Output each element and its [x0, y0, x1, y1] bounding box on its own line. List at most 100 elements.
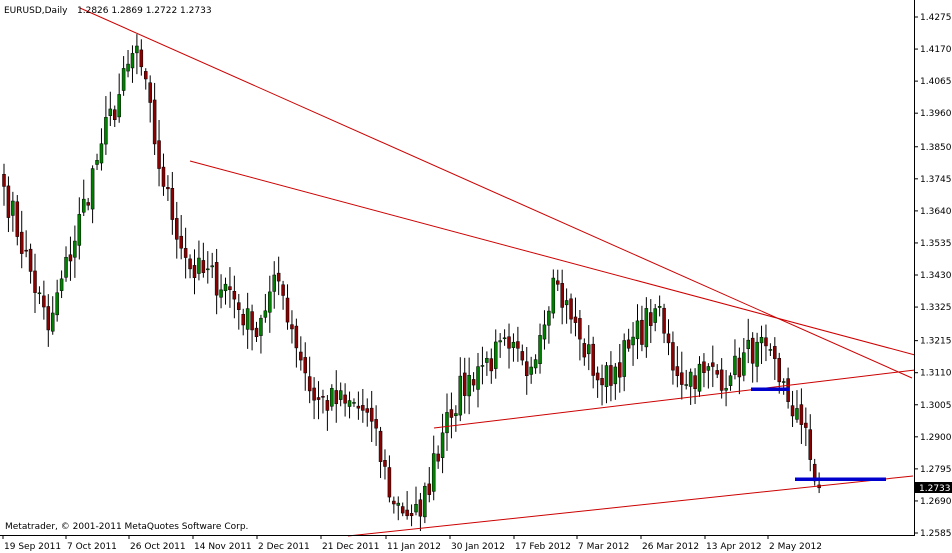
candle — [139, 39, 144, 76]
candle — [214, 248, 219, 315]
candle — [228, 267, 232, 308]
candle — [166, 175, 170, 201]
candle — [334, 370, 338, 423]
candle — [697, 356, 702, 397]
copyright-footer: Metatrader, © 2001-2011 MetaQuotes Softw… — [5, 522, 248, 532]
candle — [587, 325, 591, 371]
y-tick-label: 1.4275 — [920, 13, 952, 23]
candle — [33, 253, 37, 314]
candle — [108, 91, 113, 127]
candle — [42, 280, 46, 320]
candle — [551, 269, 556, 319]
candle — [423, 482, 427, 524]
candle — [489, 348, 494, 384]
candle — [104, 96, 108, 155]
trendline — [347, 475, 914, 537]
candle — [73, 225, 77, 278]
candle — [365, 398, 370, 427]
candle — [369, 390, 374, 442]
y-tick-label: 1.3640 — [920, 207, 952, 217]
candle — [688, 368, 693, 405]
candle — [560, 269, 564, 325]
candle — [715, 364, 719, 379]
x-tick-label: 26 Mar 2012 — [642, 542, 699, 552]
candle — [462, 357, 467, 414]
candle — [201, 242, 206, 278]
candle — [77, 197, 82, 260]
candle — [55, 279, 59, 322]
candle — [121, 56, 126, 96]
candle — [343, 383, 347, 417]
candle — [547, 306, 551, 344]
support-marks-layer — [751, 387, 886, 481]
candle — [680, 351, 684, 400]
x-tick-label: 21 Dec 2011 — [322, 542, 380, 552]
y-tick-label: 1.3215 — [920, 337, 952, 347]
candle — [188, 254, 192, 279]
candle — [352, 398, 356, 407]
candle — [604, 361, 609, 404]
x-tick-label: 2 May 2012 — [769, 542, 822, 552]
candle — [383, 449, 387, 480]
candle — [281, 280, 285, 310]
candle — [117, 73, 121, 123]
x-tick-label: 7 Oct 2011 — [67, 542, 117, 552]
candle — [99, 128, 104, 171]
candle — [657, 295, 662, 317]
candle — [662, 303, 666, 344]
candle — [330, 384, 334, 411]
candle — [768, 343, 773, 356]
candle — [476, 352, 480, 408]
candle — [719, 358, 724, 399]
candle — [799, 388, 804, 444]
y-tick-label: 1.2900 — [920, 433, 952, 443]
candle — [400, 502, 405, 517]
candle — [268, 275, 272, 333]
candle — [192, 249, 197, 295]
candle — [524, 346, 529, 395]
candle — [564, 288, 569, 324]
candle — [538, 323, 542, 374]
candle — [285, 284, 290, 330]
candle — [635, 304, 640, 360]
y-tick-label: 1.2690 — [920, 497, 952, 507]
candle — [245, 292, 250, 349]
trendline — [189, 160, 916, 356]
candle — [157, 119, 161, 187]
candle — [361, 388, 365, 423]
candle — [613, 363, 618, 400]
x-tick-label: 17 Feb 2012 — [515, 542, 571, 552]
candle — [68, 236, 73, 281]
candle — [569, 293, 573, 334]
candle — [307, 356, 312, 404]
y-tick-label: 1.3960 — [920, 109, 952, 119]
candle — [693, 368, 697, 405]
candle — [737, 347, 742, 395]
candle — [392, 496, 396, 514]
candle — [325, 395, 330, 431]
candle — [582, 338, 587, 366]
candle — [631, 322, 635, 366]
candle — [795, 390, 799, 423]
candle — [644, 297, 649, 358]
candle — [414, 486, 418, 516]
chart-title: EURUSD,Daily — [4, 6, 68, 16]
candle — [148, 75, 152, 123]
candle — [724, 369, 728, 407]
candle — [467, 357, 471, 415]
candle — [480, 346, 485, 385]
candle — [241, 308, 245, 336]
candle — [396, 496, 401, 521]
x-tick-label: 30 Jan 2012 — [451, 542, 505, 552]
candle — [498, 333, 502, 358]
candle — [427, 467, 432, 503]
candle — [556, 269, 560, 292]
candle — [347, 391, 352, 419]
candle — [6, 176, 11, 233]
candle — [312, 377, 316, 420]
candle — [600, 364, 604, 406]
y-tick-label: 1.3850 — [920, 143, 952, 153]
x-tick-label: 14 Nov 2011 — [194, 542, 252, 552]
candle — [316, 381, 321, 420]
